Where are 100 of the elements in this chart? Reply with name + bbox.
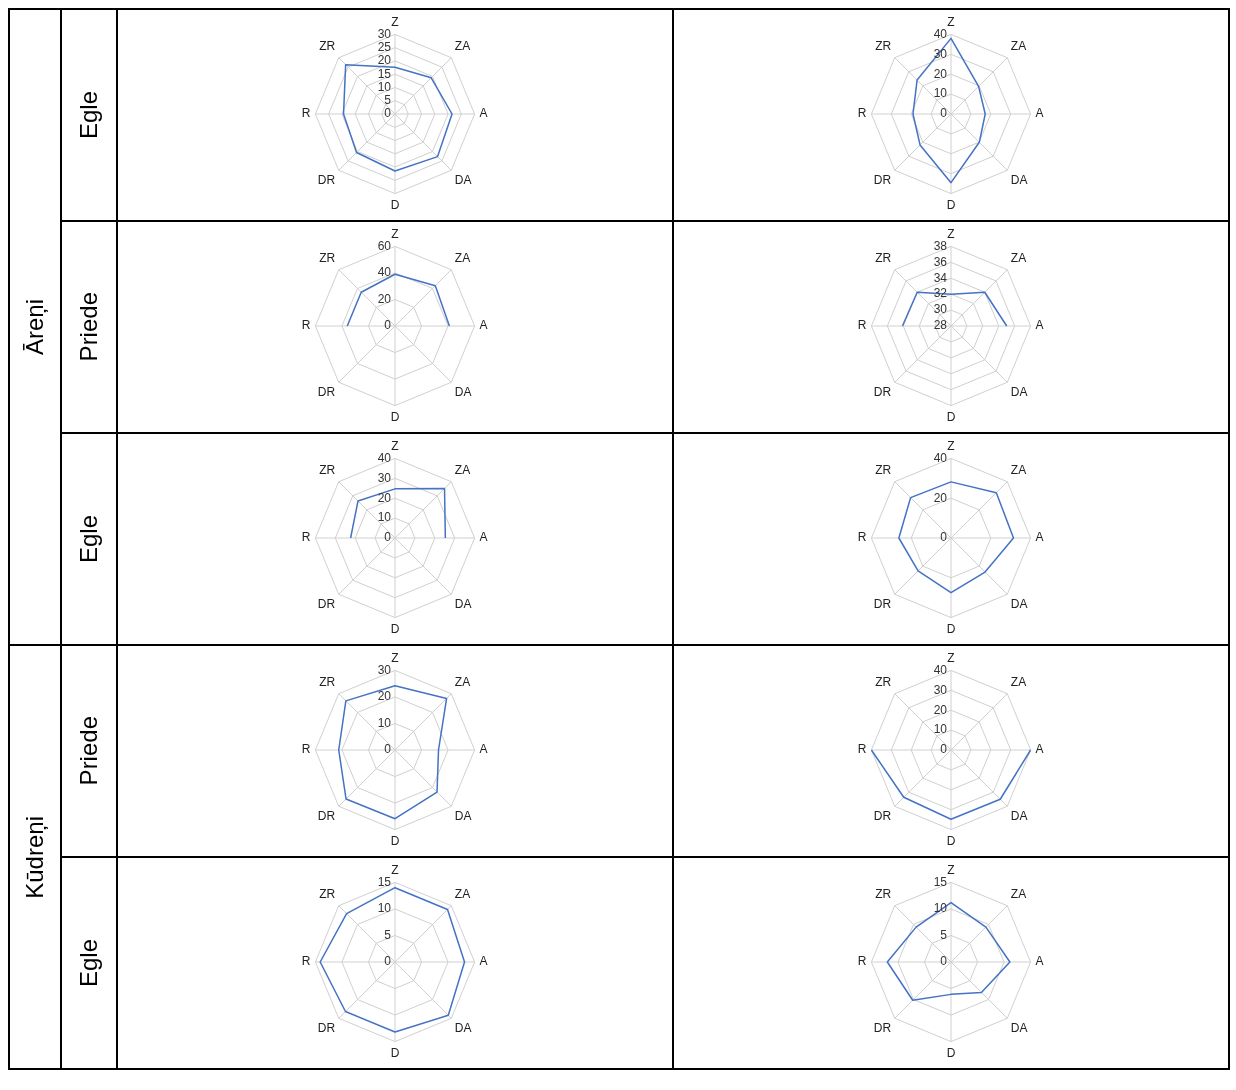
spoke-label: ZA <box>454 675 471 690</box>
spoke-label: A <box>479 318 488 333</box>
y-tick-label: 40 <box>377 450 392 465</box>
y-tick-label: 20 <box>377 490 392 505</box>
spoke-label: Z <box>391 650 399 665</box>
y-tick-label: 0 <box>384 530 392 545</box>
spoke-label: ZA <box>454 39 471 54</box>
y-tick-label: 0 <box>940 530 948 545</box>
spoke-label: ZR <box>319 887 336 902</box>
spoke-label: R <box>301 106 311 121</box>
y-tick-label: 30 <box>933 682 948 697</box>
spoke-label: ZA <box>1010 251 1027 266</box>
spoke-label: D <box>946 1046 956 1061</box>
spoke-label: DA <box>454 173 472 188</box>
spoke-label: R <box>857 530 867 545</box>
y-tick-label: 20 <box>377 291 392 306</box>
y-tick-label: 10 <box>933 86 948 101</box>
spoke-label: A <box>479 954 488 969</box>
spoke-label: DR <box>317 173 336 188</box>
spoke-label: D <box>946 622 956 637</box>
y-tick-label: 10 <box>377 510 392 525</box>
spoke-label: ZR <box>875 887 892 902</box>
y-tick-label: 36 <box>933 254 948 269</box>
y-tick-label: 20 <box>933 66 948 81</box>
spoke-label: D <box>390 410 400 425</box>
spoke-label: ZA <box>1010 463 1027 478</box>
spoke-label: A <box>1035 954 1044 969</box>
spoke-label: ZR <box>875 251 892 266</box>
y-tick-label: 30 <box>377 470 392 485</box>
spoke-label: DA <box>454 597 472 612</box>
spoke-label: A <box>1035 530 1044 545</box>
y-tick-label: 30 <box>377 662 392 677</box>
spoke-label: DR <box>317 1021 336 1036</box>
spoke-label: ZR <box>875 463 892 478</box>
spoke-label: R <box>857 318 867 333</box>
spoke-label: DA <box>454 385 472 400</box>
y-tick-label: 10 <box>377 901 392 916</box>
spoke-label: ZR <box>319 463 336 478</box>
y-tick-label: 5 <box>384 927 392 942</box>
spoke-label: A <box>1035 742 1044 757</box>
spoke-label: A <box>479 530 488 545</box>
y-tick-label: 28 <box>933 318 948 333</box>
spoke-label: Z <box>391 14 399 29</box>
text: Egle <box>75 938 103 988</box>
y-tick-label: 20 <box>377 689 392 704</box>
spoke-label: R <box>857 742 867 757</box>
spoke-label: D <box>946 410 956 425</box>
spoke-label: DR <box>873 1021 892 1036</box>
spoke-label: DA <box>1010 173 1028 188</box>
text: Kūdreņi <box>21 815 49 899</box>
spoke-label: ZR <box>319 251 336 266</box>
spoke-label: DR <box>873 809 892 824</box>
spoke-label: ZA <box>1010 675 1027 690</box>
spoke-label: D <box>390 198 400 213</box>
spoke-label: R <box>301 954 311 969</box>
spoke-label: R <box>857 954 867 969</box>
spoke-label: A <box>479 106 488 121</box>
text: Egle <box>75 514 103 564</box>
y-tick-label: 20 <box>377 53 392 68</box>
spoke-label: Z <box>947 862 955 877</box>
spoke-label: DR <box>317 597 336 612</box>
spoke-label: DR <box>873 173 892 188</box>
y-tick-label: 0 <box>384 318 392 333</box>
spoke-label: R <box>301 530 311 545</box>
spoke-label: DA <box>454 1021 472 1036</box>
spoke-label: ZA <box>1010 39 1027 54</box>
y-tick-label: 30 <box>377 26 392 41</box>
spoke-label: ZR <box>875 39 892 54</box>
y-tick-label: 40 <box>933 662 948 677</box>
y-tick-label: 10 <box>377 79 392 94</box>
spoke-label: D <box>946 198 956 213</box>
spoke-label: Z <box>947 650 955 665</box>
text: Priede <box>75 292 103 362</box>
y-tick-label: 10 <box>377 715 392 730</box>
spoke-label: DR <box>873 385 892 400</box>
spoke-label: DA <box>1010 809 1028 824</box>
spoke-label: Z <box>391 862 399 877</box>
text: Egle <box>75 90 103 140</box>
y-tick-label: 34 <box>933 270 948 285</box>
y-tick-label: 0 <box>384 106 392 121</box>
y-tick-label: 40 <box>377 265 392 280</box>
y-tick-label: 0 <box>940 954 948 969</box>
y-tick-label: 0 <box>384 742 392 757</box>
spoke-label: Z <box>391 438 399 453</box>
spoke-label: DA <box>1010 1021 1028 1036</box>
spoke-label: R <box>857 106 867 121</box>
y-tick-label: 38 <box>933 238 948 253</box>
y-tick-label: 20 <box>933 702 948 717</box>
spoke-label: DA <box>454 809 472 824</box>
spoke-label: A <box>479 742 488 757</box>
spoke-label: A <box>1035 106 1044 121</box>
spoke-label: ZR <box>875 675 892 690</box>
spoke-label: DA <box>1010 385 1028 400</box>
text: Āreņi <box>21 298 49 356</box>
spoke-label: Z <box>947 226 955 241</box>
spoke-label: ZA <box>1010 887 1027 902</box>
text: Priede <box>75 716 103 786</box>
y-tick-label: 0 <box>940 742 948 757</box>
spoke-label: R <box>301 742 311 757</box>
y-tick-label: 15 <box>377 874 392 889</box>
